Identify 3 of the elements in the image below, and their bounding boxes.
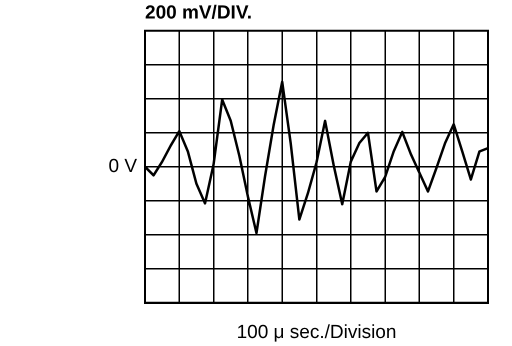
chart-title: 200 mV/DIV.: [145, 2, 252, 24]
x-axis-title: 100 μ sec./Division: [236, 322, 396, 343]
text: 0 V: [108, 156, 138, 178]
